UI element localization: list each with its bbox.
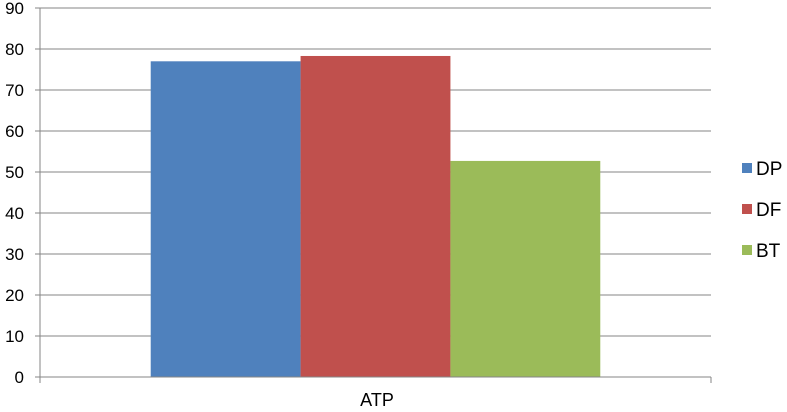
legend-swatch-dp: [742, 163, 752, 173]
legend: DP DF BT: [742, 159, 782, 262]
y-tick-label: 20: [5, 286, 24, 305]
legend-swatch-df: [742, 204, 752, 214]
y-tick-label: 30: [5, 245, 24, 264]
y-tick-label: 70: [5, 81, 24, 100]
axes: [35, 7, 712, 383]
x-tick-labels: ATP: [360, 390, 394, 410]
legend-label-df: DF: [756, 200, 781, 221]
y-tick-label: 0: [15, 368, 24, 387]
bar-df: [300, 55, 451, 377]
legend-label-dp: DP: [756, 159, 782, 180]
legend-swatch-bt: [742, 245, 752, 255]
y-tick-label: 40: [5, 204, 24, 223]
bar-bt: [450, 160, 601, 377]
x-tick-label: ATP: [360, 390, 394, 410]
y-tick-labels: 0 10 20 30 40 50 60 70 80 90: [5, 0, 24, 387]
y-tick-label: 50: [5, 163, 24, 182]
bar-dp: [150, 61, 301, 378]
y-tick-label: 80: [5, 40, 24, 59]
bars: [150, 55, 601, 378]
y-tick-label: 60: [5, 122, 24, 141]
legend-label-bt: BT: [756, 241, 781, 262]
y-tick-label: 10: [5, 327, 24, 346]
y-tick-label: 90: [5, 0, 24, 18]
